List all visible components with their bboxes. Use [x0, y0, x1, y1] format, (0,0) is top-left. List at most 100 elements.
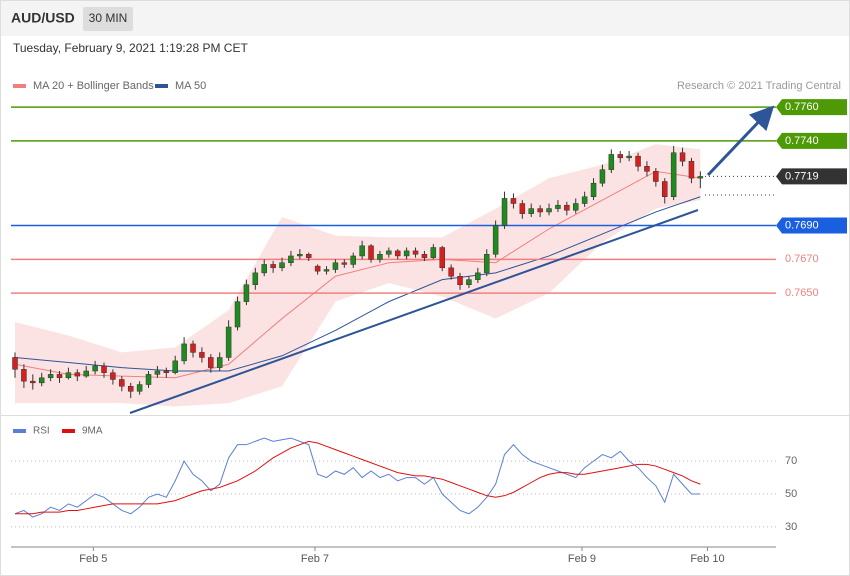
timestamp: Tuesday, February 9, 2021 1:19:28 PM CET	[13, 41, 248, 55]
candle-body	[234, 301, 241, 328]
legend-label: MA 20 + Bollinger Bands	[33, 80, 154, 92]
level-label: 0.7719	[785, 170, 819, 182]
candle-body	[225, 326, 232, 358]
candle-body	[412, 250, 419, 255]
candle-body	[172, 360, 178, 373]
moving-average	[14, 196, 701, 372]
moving-average	[14, 170, 701, 379]
candle-body	[323, 269, 330, 272]
candle-body	[510, 198, 517, 204]
x-tick-label: Feb 7	[301, 553, 329, 565]
legend-swatch	[13, 429, 26, 433]
timeframe-box	[83, 7, 133, 31]
level-label: 0.7760	[785, 101, 819, 113]
candle-body	[314, 265, 321, 272]
level-tag	[776, 168, 847, 185]
candle-body	[626, 155, 632, 159]
price-panel: MA 20 + Bollinger Bands MA 50 Research © 2…	[11, 80, 847, 407]
candle-body	[288, 255, 294, 263]
rsi-line	[14, 437, 701, 518]
candle-body	[466, 279, 472, 285]
legend-swatch	[155, 84, 168, 88]
legend-swatch	[62, 429, 75, 433]
candle-body	[190, 343, 196, 353]
candle-body	[386, 250, 392, 255]
candle-body	[65, 372, 72, 379]
candle-body	[688, 160, 695, 179]
credit: Research © 2021 Trading Central	[677, 80, 841, 92]
candle-body	[581, 196, 588, 204]
candle-body	[136, 384, 143, 392]
x-tick-label: Feb 9	[568, 553, 596, 565]
candle-body	[599, 169, 606, 184]
candle-body	[590, 182, 597, 197]
candle-body	[56, 374, 63, 379]
level-tag	[776, 99, 847, 116]
candle-body	[12, 357, 18, 370]
candle-body	[101, 365, 107, 373]
level-tag	[776, 132, 847, 149]
trendline	[129, 209, 699, 414]
candle-body	[475, 272, 481, 280]
legend-label: 9MA	[82, 426, 103, 437]
candle-body	[537, 208, 543, 213]
candle-body	[501, 198, 508, 226]
candle-body	[528, 208, 534, 214]
candle-body	[21, 369, 27, 382]
candle-body	[341, 262, 348, 265]
y-tick-label: 50	[785, 488, 797, 500]
candle-body	[439, 247, 445, 269]
level-label: 0.7670	[785, 253, 819, 265]
candle-body	[653, 171, 659, 182]
candle-body	[697, 176, 704, 179]
candle-body	[145, 374, 152, 385]
timeframe: 30 MIN	[89, 11, 128, 25]
level-label: 0.7650	[785, 287, 819, 299]
candle-body	[243, 284, 250, 302]
forecast-arrow	[706, 105, 775, 177]
candle-body	[181, 343, 187, 362]
candle-body	[30, 380, 36, 384]
candle-body	[119, 379, 125, 387]
x-tick-label: Feb 10	[690, 553, 724, 565]
rsi-panel: RSI 9MA 30 50 70 Feb 5 Feb 7 Feb 9 Feb 10	[11, 426, 797, 565]
candle-body	[564, 204, 570, 211]
candle-body	[350, 255, 356, 265]
candle-body	[635, 155, 641, 167]
candle-body	[270, 264, 276, 269]
candle-body	[492, 225, 499, 255]
candle-body	[546, 208, 552, 213]
candle-body	[83, 370, 89, 377]
candle-body	[199, 352, 205, 358]
rsi-line	[15, 440, 701, 515]
candle-body	[110, 372, 116, 380]
candle-body	[279, 262, 285, 269]
candle-body	[644, 166, 650, 172]
candle-body	[608, 154, 615, 170]
candle-body	[305, 254, 312, 258]
candle-body	[216, 357, 223, 368]
candle-body	[377, 254, 383, 260]
candle-body	[572, 203, 579, 211]
level-label: 0.7740	[785, 135, 819, 147]
candle-body	[47, 374, 54, 379]
candle-body	[261, 264, 267, 274]
candle-body	[208, 357, 214, 368]
candle-body	[519, 203, 526, 214]
legend-label: RSI	[33, 426, 50, 437]
candle-body	[359, 245, 365, 257]
candle-body	[403, 250, 410, 257]
y-tick-label: 30	[785, 521, 797, 533]
candle-body	[483, 254, 490, 274]
candle-body	[679, 152, 686, 162]
candle-body	[661, 181, 668, 197]
candle-body	[74, 372, 81, 377]
candle-body	[38, 377, 45, 384]
candle-body	[92, 365, 98, 372]
header-bar	[1, 1, 849, 36]
symbol: AUD/USD	[11, 10, 75, 26]
candle-body	[252, 272, 259, 285]
candle-body	[555, 204, 561, 209]
